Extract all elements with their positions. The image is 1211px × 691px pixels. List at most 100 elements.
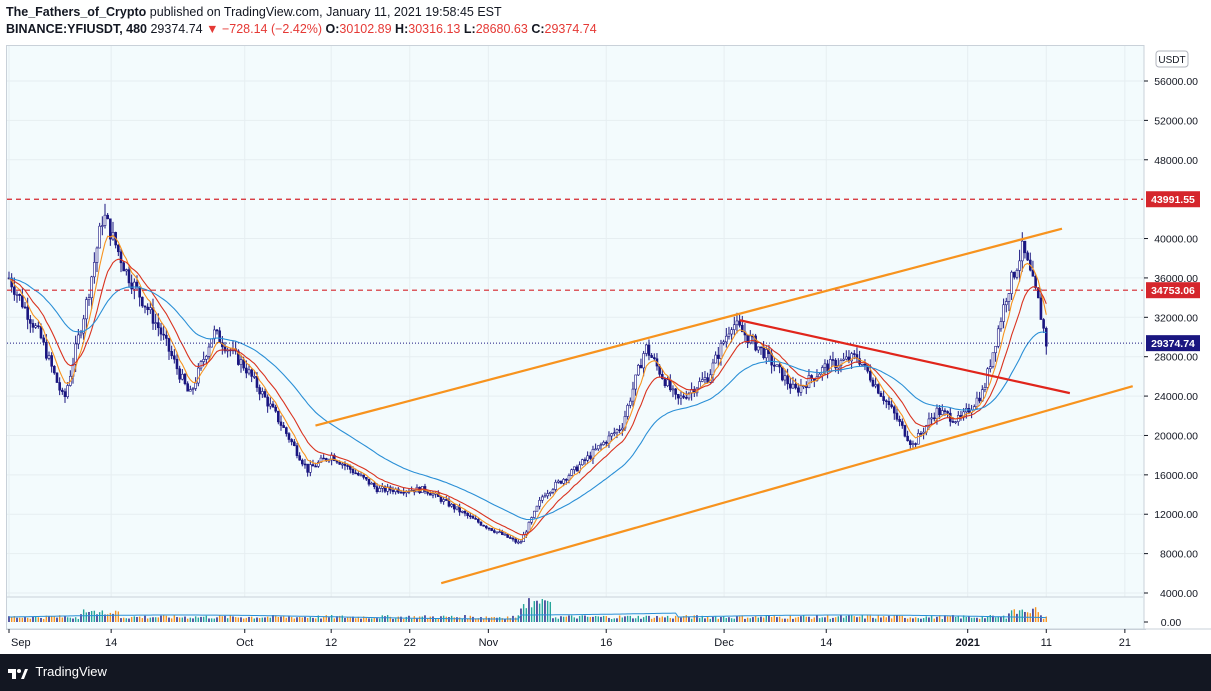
volume-bar <box>381 615 384 622</box>
volume-bar <box>514 617 517 622</box>
volume-bar <box>448 617 450 622</box>
candle-body <box>357 473 360 476</box>
candle-body <box>1031 269 1035 277</box>
candle-body <box>842 358 845 361</box>
candle-body <box>535 505 539 512</box>
price-chart[interactable]: USDT 56000.00 52000.00 48000.00 40000.00 3600… <box>0 0 1211 654</box>
volume-bar <box>280 616 282 622</box>
candle-body <box>514 538 517 543</box>
volume-bar <box>538 603 541 622</box>
volume-bar <box>496 617 498 622</box>
volume-bar <box>69 617 72 622</box>
candle-body <box>74 343 77 365</box>
publisher-name[interactable]: The_Fathers_of_Crypto <box>6 5 147 19</box>
volume-bar <box>272 615 274 622</box>
candle-body <box>874 384 877 387</box>
candle-body <box>367 478 371 485</box>
volume-bar <box>16 617 18 622</box>
candle-body <box>95 247 99 263</box>
volume-bar <box>178 617 181 622</box>
volume-bar <box>856 617 858 622</box>
candle-body <box>493 530 496 533</box>
volume-bar <box>872 617 874 622</box>
volume-bar <box>18 617 21 622</box>
candle-body <box>1018 260 1021 271</box>
candle-body <box>613 432 616 435</box>
volume-bar <box>922 618 925 622</box>
volume-bar <box>434 618 437 622</box>
low-value: 28680.63 <box>475 22 528 36</box>
volume-bar <box>920 618 922 622</box>
volume-bar <box>893 615 895 622</box>
tradingview-logo[interactable]: TradingView <box>8 664 107 681</box>
candle-body <box>239 359 243 365</box>
volume-bar <box>136 616 138 622</box>
volume-bar <box>821 617 823 622</box>
volume-bar <box>101 610 104 622</box>
candle-body <box>762 346 765 359</box>
volume-bar <box>197 617 200 622</box>
volume-bar <box>144 615 146 622</box>
volume-bar <box>560 616 562 622</box>
x-tick-label: 16 <box>600 637 612 649</box>
candle-body <box>18 294 21 296</box>
x-tick-label: 22 <box>404 637 416 649</box>
y-tick-label: 16000.00 <box>1154 470 1198 482</box>
volume-bar <box>1013 609 1015 622</box>
candle-body <box>55 372 59 383</box>
volume-bar <box>397 616 400 622</box>
candle-body <box>794 383 797 389</box>
volume-bar <box>562 616 565 622</box>
volume-bar <box>536 600 538 622</box>
volume-bar <box>850 615 853 622</box>
candle-body <box>282 425 285 428</box>
volume-bar <box>813 617 815 622</box>
volume-bar <box>570 615 573 622</box>
candle-body <box>663 378 667 387</box>
volume-bar <box>736 615 738 622</box>
candle-body <box>463 510 467 514</box>
chart-pane[interactable] <box>6 45 1146 630</box>
candle-body <box>119 251 123 264</box>
volume-bar <box>640 618 642 622</box>
volume-bar <box>608 617 610 622</box>
candle-body <box>253 376 256 378</box>
candle-body <box>786 375 789 385</box>
volume-bar <box>842 617 845 622</box>
volume-bar <box>93 610 96 622</box>
volume-bar <box>437 618 440 622</box>
volume-bar <box>384 616 386 622</box>
volume-bar <box>128 618 130 622</box>
candle-body <box>602 441 605 445</box>
candle-body <box>978 397 981 402</box>
volume-bar <box>320 618 322 622</box>
volume-bar <box>394 618 397 622</box>
candle-body <box>644 344 648 354</box>
volume-bar <box>576 618 578 622</box>
volume-bar <box>488 617 490 622</box>
candle-body <box>892 406 896 414</box>
ma-slow-line <box>8 277 1047 521</box>
candle-body <box>303 463 307 466</box>
volume-bar <box>477 618 480 622</box>
candle-body <box>559 480 563 484</box>
volume-bar <box>704 618 706 622</box>
volume-bar <box>925 616 927 622</box>
volume-bar <box>66 617 69 622</box>
volume-bar <box>661 616 663 622</box>
volume-bar <box>114 610 117 622</box>
volume-bar <box>432 616 434 622</box>
volume-bar <box>480 617 482 622</box>
candle-body <box>314 465 317 468</box>
volume-bar <box>941 618 943 622</box>
candle-body <box>479 521 483 526</box>
volume-bar <box>410 618 413 622</box>
candle-body <box>791 383 795 389</box>
candle-body <box>157 322 160 329</box>
volume-bar <box>357 616 360 622</box>
volume-bar <box>360 618 362 622</box>
volume-bar <box>1000 616 1002 622</box>
candle-body <box>93 262 96 278</box>
candle-body <box>575 466 579 472</box>
candle-body <box>317 461 320 467</box>
